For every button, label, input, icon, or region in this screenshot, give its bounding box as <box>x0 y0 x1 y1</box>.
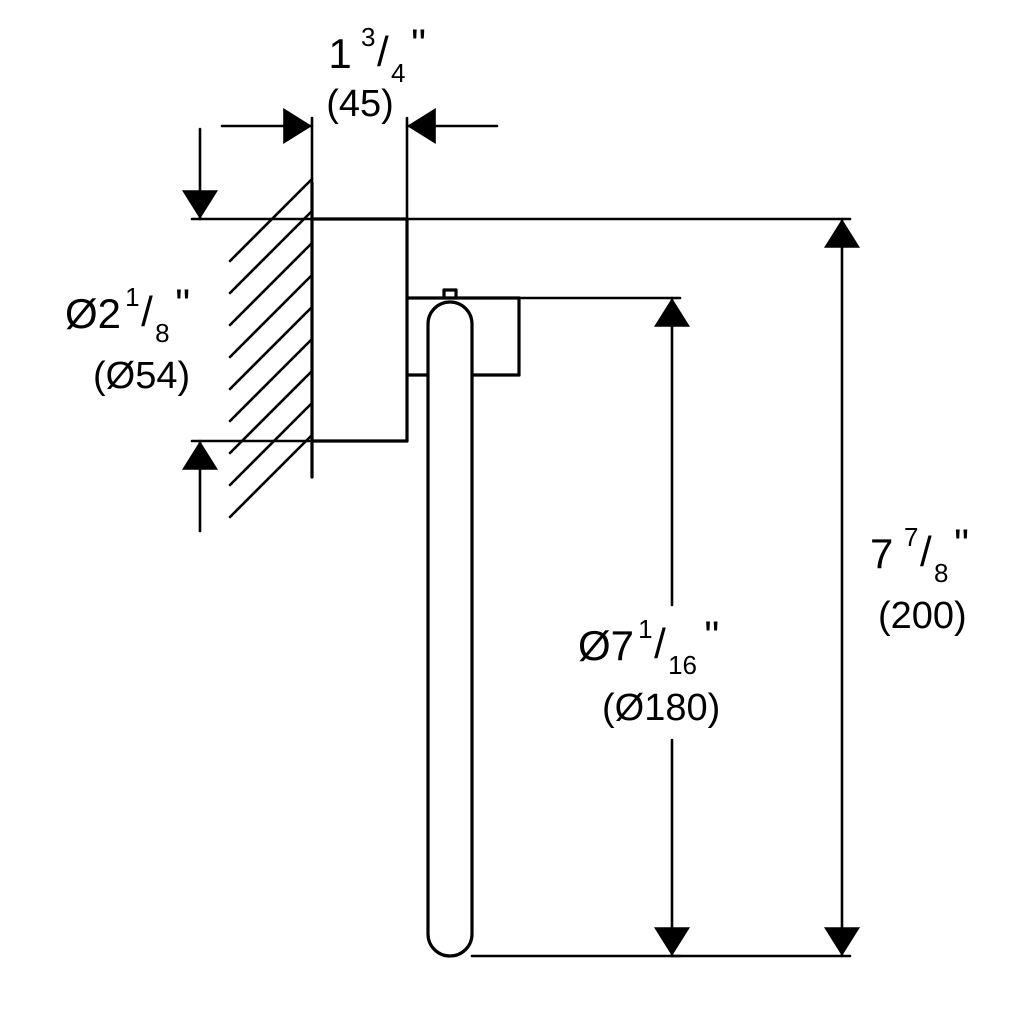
dim-top-imperial: 13/4" <box>328 20 426 88</box>
svg-text:/: / <box>377 28 389 75</box>
svg-text:": " <box>411 20 426 67</box>
svg-text:8: 8 <box>155 318 169 348</box>
svg-text:1: 1 <box>638 614 652 644</box>
dim-right-outer-metric: (200) <box>878 595 967 637</box>
svg-text:/: / <box>141 288 153 335</box>
dim-top <box>222 118 497 219</box>
svg-text:": " <box>704 612 719 659</box>
dim-left-imperial: Ø21/8" <box>65 280 190 348</box>
dim-left <box>192 129 312 531</box>
technical-drawing: 13/4"(45)Ø21/8"(Ø54)Ø71/16"(Ø180)77/8"(2… <box>0 0 1024 1024</box>
arm <box>428 302 472 956</box>
svg-text:3: 3 <box>361 22 375 52</box>
svg-text:16: 16 <box>668 650 697 680</box>
svg-text:1: 1 <box>125 282 139 312</box>
svg-text:": " <box>175 280 190 327</box>
dim-right-inner-imperial: Ø71/16" <box>578 612 719 680</box>
flange <box>312 219 407 441</box>
dim-left-metric: (Ø54) <box>93 355 190 397</box>
svg-text:/: / <box>654 620 666 667</box>
dim-right-outer-imperial: 77/8" <box>870 520 969 588</box>
wall-hatch <box>230 179 312 517</box>
svg-text:1: 1 <box>328 30 351 77</box>
dim-top-metric: (45) <box>326 83 394 125</box>
svg-text:7: 7 <box>904 522 918 552</box>
dim-right-inner-metric: (Ø180) <box>602 687 720 729</box>
svg-text:7: 7 <box>870 530 893 577</box>
svg-text:Ø2: Ø2 <box>65 290 121 337</box>
svg-text:/: / <box>920 528 932 575</box>
svg-text:": " <box>954 520 969 567</box>
svg-text:Ø7: Ø7 <box>578 622 634 669</box>
svg-text:8: 8 <box>934 558 948 588</box>
